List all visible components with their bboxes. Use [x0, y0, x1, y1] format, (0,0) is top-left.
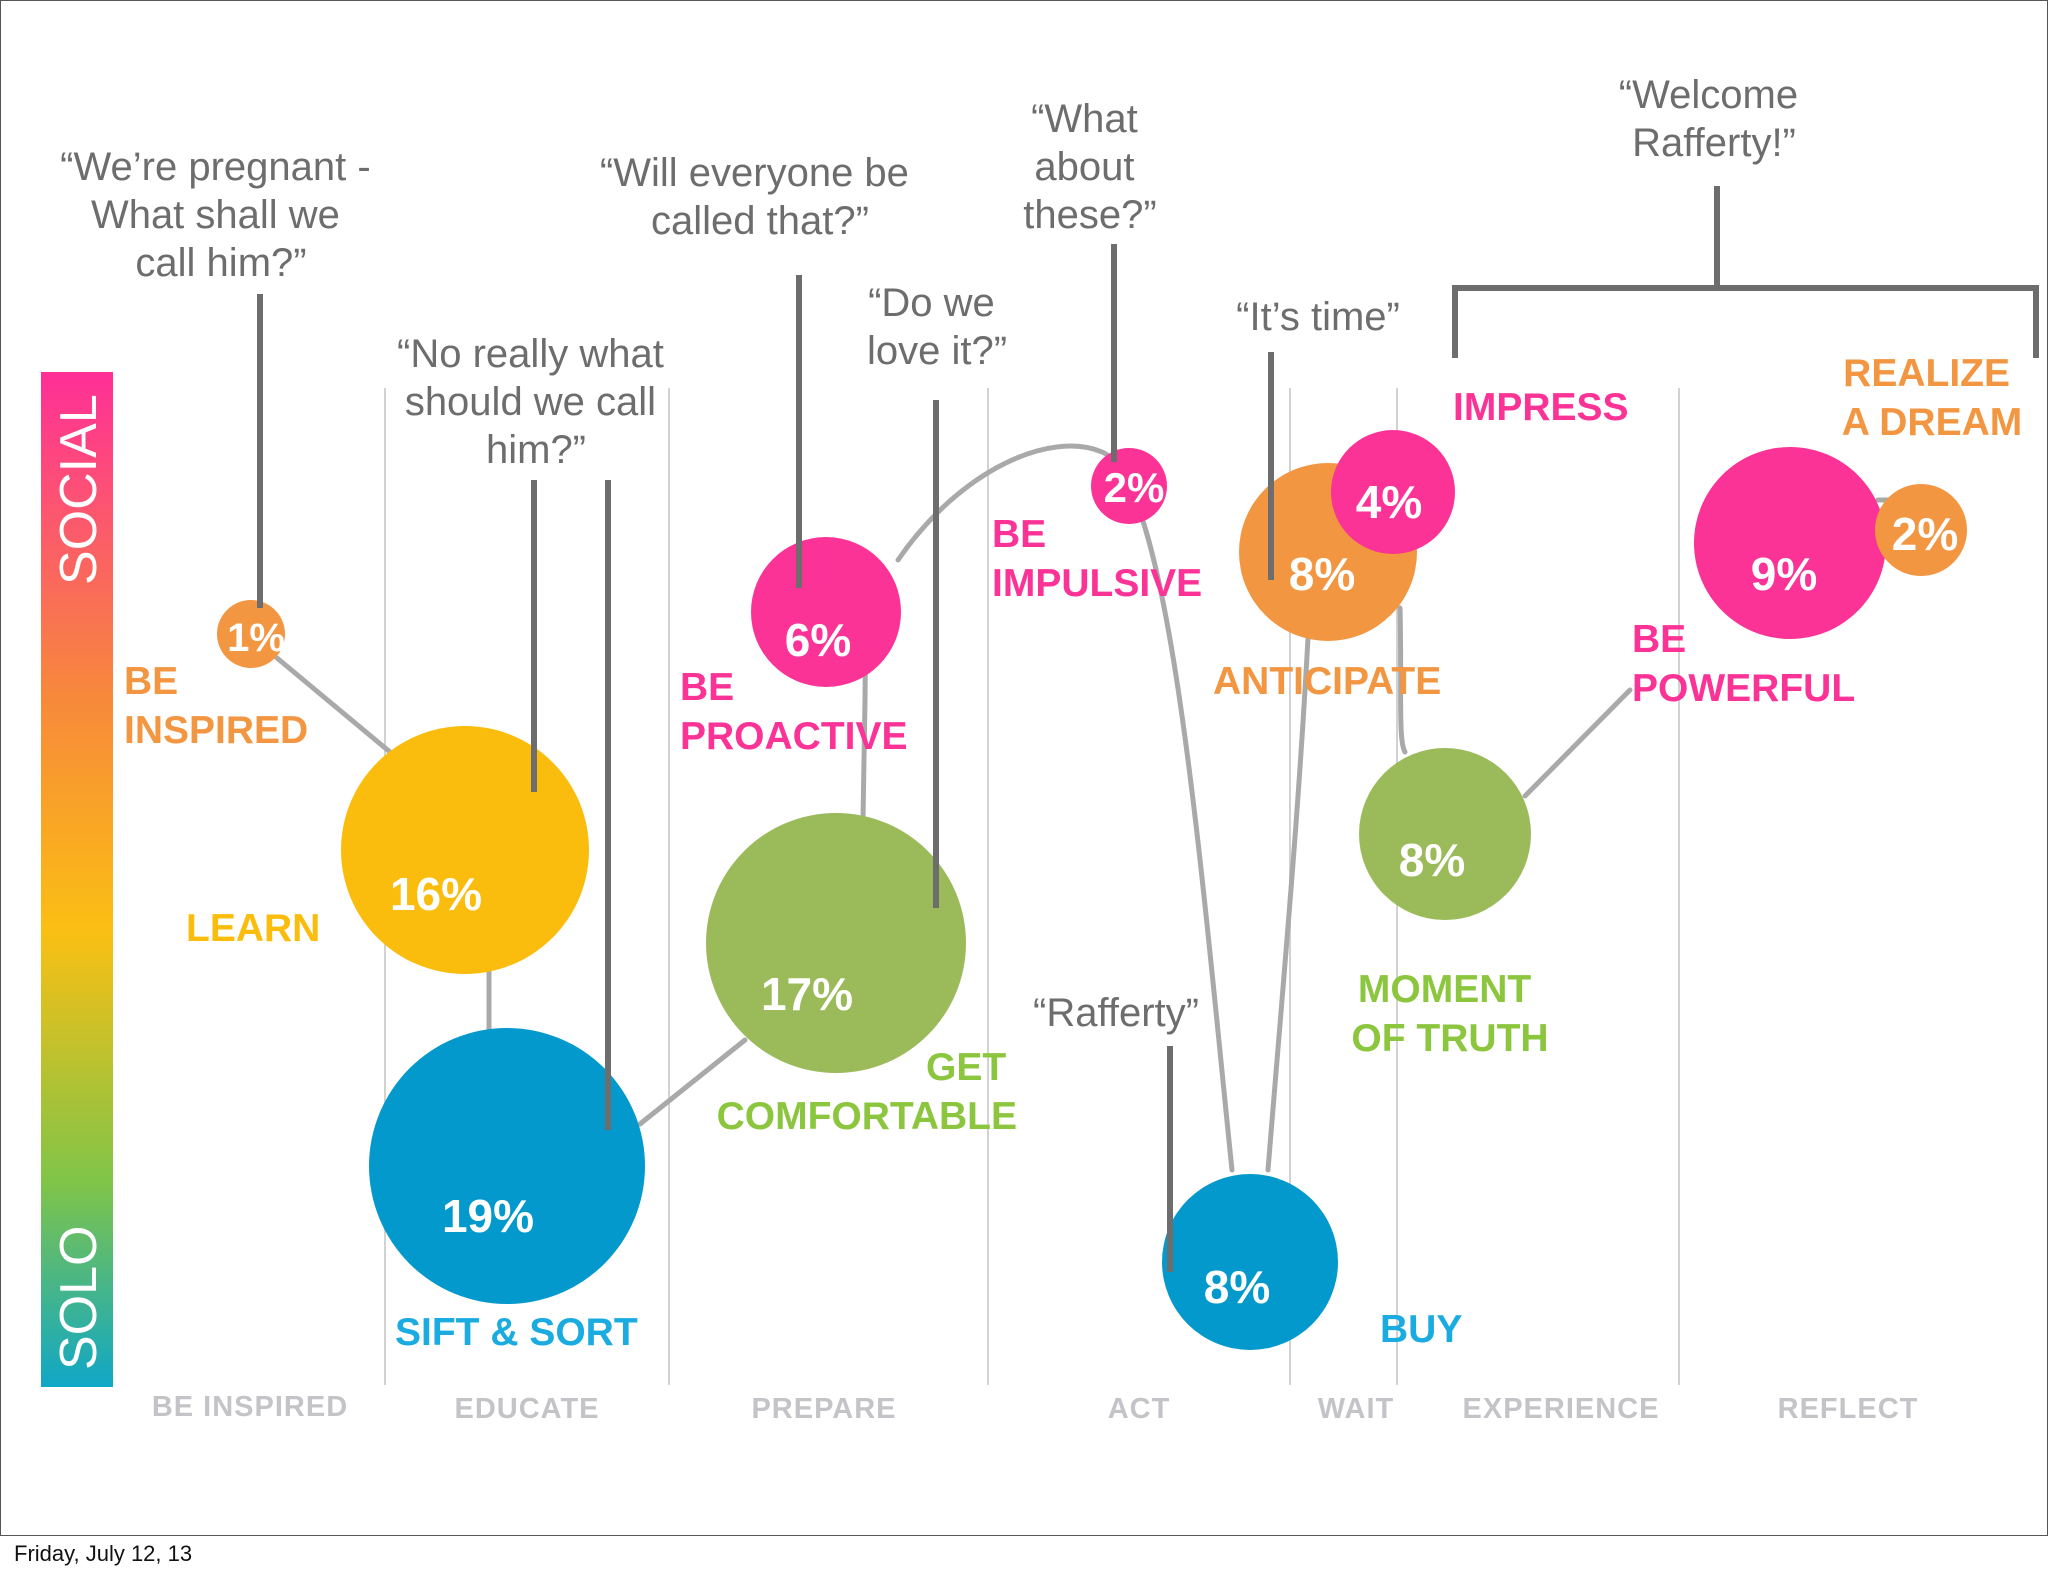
percent-anticipate: 8%: [1289, 548, 1355, 600]
footer-date: Friday, July 12, 13: [14, 1541, 193, 1566]
label-buy: BUY: [1380, 1308, 1462, 1351]
label-learn: LEARN: [186, 907, 320, 950]
label-anticipate: ANTICIPATE: [1213, 660, 1441, 703]
label-line: OF TRUTH: [1351, 1017, 1548, 1060]
bubble-buy: [1162, 1174, 1338, 1350]
quote-no-really: “No really what should we call him?”: [397, 332, 675, 472]
quote-line: “Do we: [868, 281, 995, 325]
label-sift-sort: SIFT & SORT: [395, 1311, 638, 1354]
quote-line: “What: [1031, 97, 1138, 141]
percent-labels: 1% 16% 19% 6% 17% 2% 8% 8% 4% 8% 9% 2%: [227, 464, 1958, 1313]
label-be-impulsive: BE IMPULSIVE: [992, 513, 1202, 605]
percent-buy: 8%: [1204, 1261, 1270, 1313]
percent-impress: 4%: [1356, 476, 1422, 528]
solo-axis-label: SOLO: [50, 1226, 108, 1371]
label-get-comfortable: GET COMFORTABLE: [717, 1046, 1017, 1138]
label-line: POWERFUL: [1632, 667, 1855, 710]
quote-line: him?”: [486, 428, 586, 472]
label-be-proactive: BE PROACTIVE: [680, 666, 908, 758]
bubble-impress: [1331, 430, 1455, 554]
label-line: A DREAM: [1842, 401, 2023, 444]
bubble-be-impulsive: [1091, 448, 1167, 524]
welcome-bracket: [1452, 186, 2039, 358]
bubble-realize-a-dream: [1875, 484, 1967, 576]
bubbles: [217, 430, 1967, 1350]
label-line: BE: [992, 513, 1046, 556]
quotes: “We’re pregnant - What shall we call him…: [60, 73, 1809, 1035]
bubble-be-powerful: [1694, 447, 1886, 639]
column-label-experience: EXPERIENCE: [1463, 1393, 1660, 1425]
quote-line: Rafferty!”: [1632, 121, 1796, 165]
quote-rafferty: “Rafferty”: [1033, 991, 1199, 1035]
label-line: BE: [124, 660, 178, 703]
label-be-inspired: BE INSPIRED: [124, 660, 308, 752]
quote-line: What shall we: [91, 193, 340, 237]
bubble-be-proactive: [751, 537, 901, 687]
column-labels: BE INSPIRED EDUCATE PREPARE ACT WAIT EXP…: [152, 1391, 1919, 1425]
label-impress: IMPRESS: [1453, 386, 1629, 429]
percent-learn: 16%: [390, 868, 482, 920]
quote-line: “We’re pregnant -: [60, 145, 371, 189]
column-label-educate: EDUCATE: [454, 1393, 599, 1425]
label-line: INSPIRED: [124, 709, 308, 752]
label-line: BE: [1632, 618, 1686, 661]
percent-sift-sort: 19%: [442, 1190, 534, 1242]
quote-welcome: “Welcome Rafferty!”: [1619, 73, 1809, 165]
percent-get-comfortable: 17%: [761, 968, 853, 1020]
column-label-be-inspired: BE INSPIRED: [152, 1391, 348, 1423]
quote-line: about: [1034, 145, 1134, 189]
percent-be-proactive: 6%: [785, 614, 851, 666]
quote-its-time: “It’s time”: [1236, 295, 1400, 339]
label-line: IMPULSIVE: [992, 562, 1202, 605]
label-realize-a-dream: REALIZE A DREAM: [1842, 352, 2023, 444]
bubble-moment-of-truth: [1359, 748, 1531, 920]
label-line: REALIZE: [1843, 352, 2010, 395]
bubble-be-inspired: [217, 600, 285, 668]
quote-about-these: “What about these?”: [1023, 97, 1156, 237]
percent-be-inspired: 1%: [227, 616, 285, 660]
quote-line: “Will everyone be: [600, 151, 909, 195]
quote-line: should we call: [405, 380, 656, 424]
column-label-prepare: PREPARE: [751, 1393, 896, 1425]
quote-line: these?”: [1023, 193, 1156, 237]
label-be-powerful: BE POWERFUL: [1632, 618, 1855, 710]
quote-love-it: “Do we love it?”: [867, 281, 1007, 373]
column-label-reflect: REFLECT: [1778, 1393, 1919, 1425]
column-label-act: ACT: [1108, 1393, 1171, 1425]
quote-pregnant: “We’re pregnant - What shall we call him…: [60, 145, 382, 285]
label-moment-of-truth: MOMENT OF TRUTH: [1351, 968, 1548, 1060]
quote-line: “No really what: [397, 332, 664, 376]
label-line: COMFORTABLE: [717, 1095, 1017, 1138]
percent-realize-a-dream: 2%: [1892, 508, 1958, 560]
quote-everyone: “Will everyone be called that?”: [600, 151, 920, 243]
label-line: MOMENT: [1358, 968, 1531, 1011]
social-axis-label: SOCIAL: [50, 394, 108, 585]
percent-be-powerful: 9%: [1751, 548, 1817, 600]
quote-line: love it?”: [867, 329, 1007, 373]
column-label-wait: WAIT: [1318, 1393, 1395, 1425]
label-line: GET: [926, 1046, 1006, 1089]
label-line: BE: [680, 666, 734, 709]
quote-line: “Welcome: [1619, 73, 1798, 117]
slide-frame: [0, 0, 2048, 1536]
percent-moment-of-truth: 8%: [1399, 834, 1465, 886]
bubble-sift-sort: [369, 1028, 645, 1304]
bubble-get-comfortable: [706, 813, 966, 1073]
percent-be-impulsive: 2%: [1104, 464, 1165, 511]
quote-leaders: [257, 244, 1274, 1272]
label-line: PROACTIVE: [680, 715, 908, 758]
stage-labels: BE INSPIRED LEARN SIFT & SORT BE PROACTI…: [124, 352, 2022, 1354]
social-solo-scale: [41, 372, 113, 1387]
quote-line: call him?”: [135, 241, 306, 285]
bubble-learn: [341, 726, 589, 974]
quote-line: called that?”: [651, 199, 869, 243]
